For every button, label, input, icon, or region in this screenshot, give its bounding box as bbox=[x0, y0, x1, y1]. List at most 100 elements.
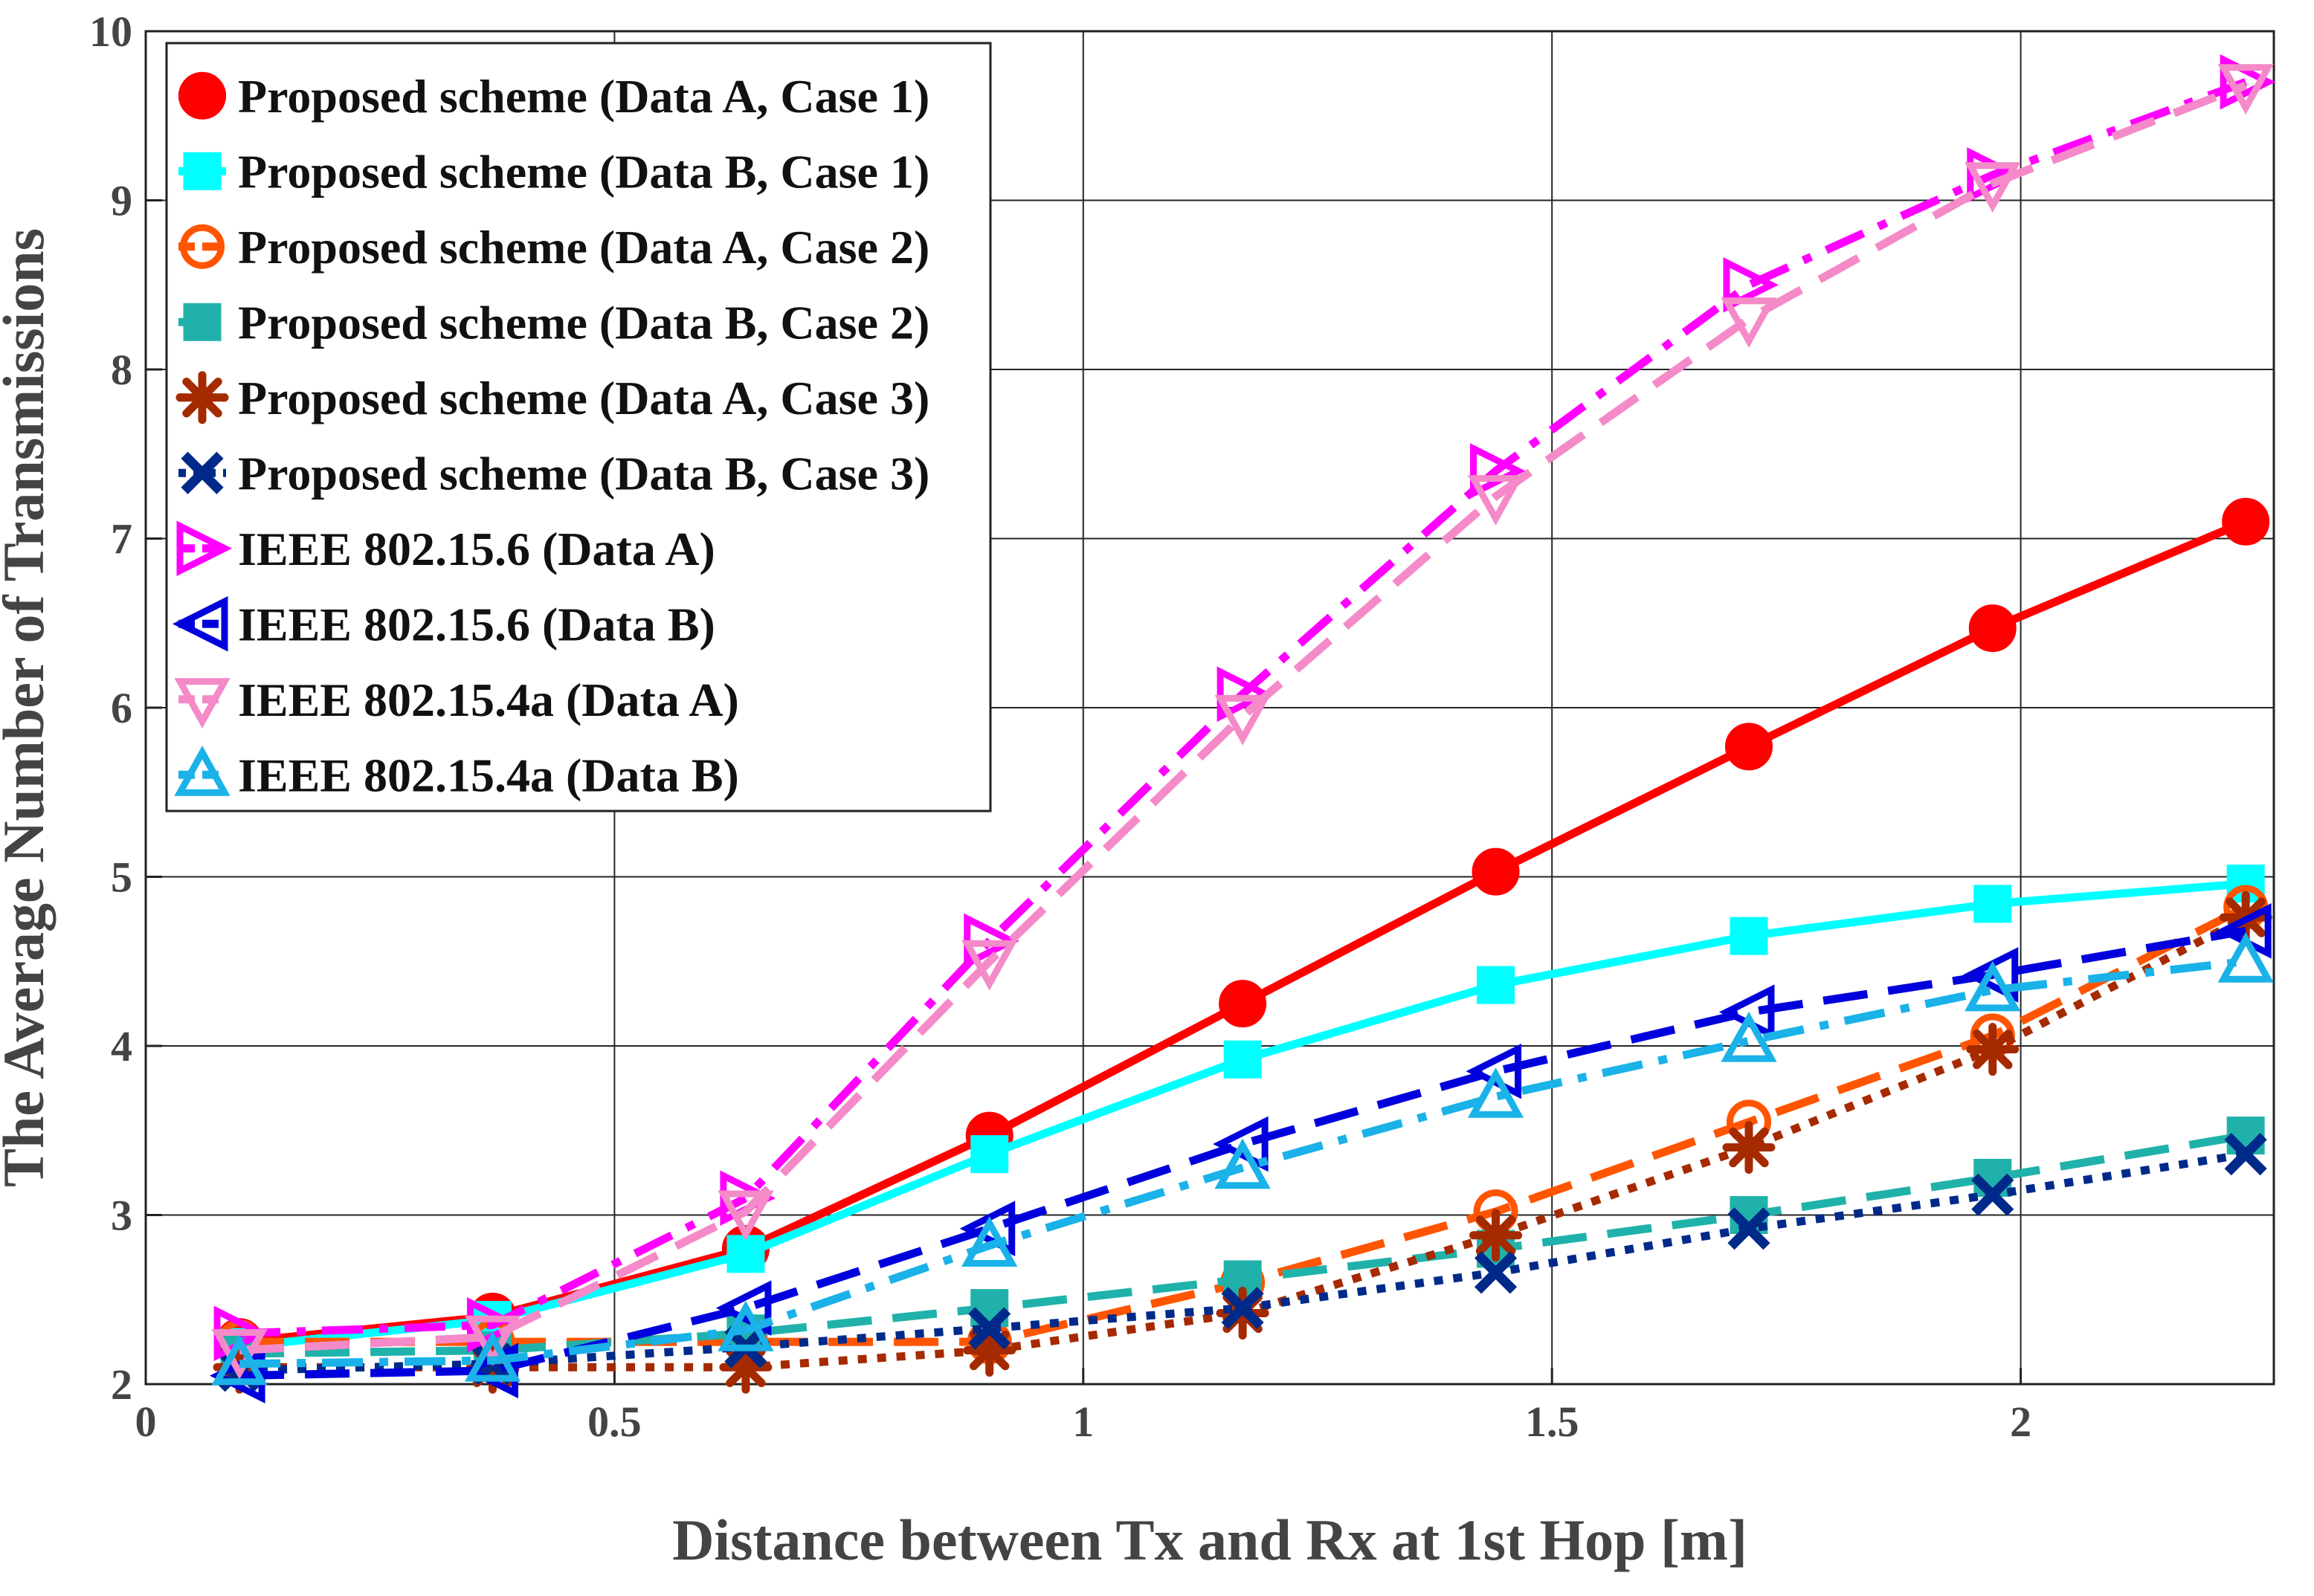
data-point bbox=[1214, 694, 1271, 746]
legend-entry: IEEE 802.15.4a (Data A) bbox=[174, 673, 739, 729]
data-point bbox=[718, 1190, 774, 1241]
data-point bbox=[1966, 1023, 2020, 1076]
y-tick-label: 7 bbox=[111, 515, 132, 563]
data-point bbox=[2217, 64, 2274, 115]
y-tick-label: 8 bbox=[111, 346, 132, 394]
series-9 bbox=[211, 64, 2274, 1380]
legend-marker bbox=[183, 303, 222, 341]
x-tick-label: 0.5 bbox=[587, 1398, 642, 1446]
legend-entry: Proposed scheme (Data A, Case 3) bbox=[175, 371, 929, 424]
legend-marker bbox=[180, 224, 225, 269]
data-point bbox=[1219, 980, 1267, 1028]
data-point bbox=[1723, 256, 1779, 313]
y-tick-label: 10 bbox=[89, 7, 132, 56]
data-point bbox=[211, 1329, 268, 1380]
legend-label: Proposed scheme (Data B, Case 3) bbox=[238, 447, 929, 500]
y-axis-title: The Average Number of Transmissions bbox=[0, 228, 56, 1187]
data-point bbox=[2224, 1133, 2267, 1176]
data-point bbox=[1213, 1116, 1269, 1172]
data-point bbox=[1467, 475, 1524, 526]
data-point bbox=[1727, 1207, 1770, 1250]
data-point bbox=[1965, 960, 2021, 1012]
legend-entry: IEEE 802.15.4a (Data B) bbox=[174, 745, 739, 801]
y-tick-label: 3 bbox=[111, 1192, 132, 1240]
data-point bbox=[464, 1315, 521, 1366]
legend-marker bbox=[174, 678, 231, 729]
data-point bbox=[2222, 497, 2270, 546]
data-point bbox=[1721, 297, 1777, 349]
y-tick-label: 6 bbox=[111, 684, 132, 732]
legend-label: IEEE 802.15.4a (Data A) bbox=[238, 673, 739, 726]
y-tick-label: 9 bbox=[111, 177, 132, 225]
data-point bbox=[1469, 1209, 1523, 1262]
legend-entry: Proposed scheme (Data B, Case 2) bbox=[178, 296, 929, 349]
data-point bbox=[1973, 885, 2012, 923]
series-line bbox=[239, 957, 2246, 1369]
data-point bbox=[211, 1334, 268, 1386]
data-point bbox=[1467, 1067, 1524, 1118]
legend-label: Proposed scheme (Data A, Case 1) bbox=[238, 70, 929, 123]
x-tick-label: 0 bbox=[135, 1398, 157, 1446]
series-line bbox=[239, 78, 2248, 1338]
data-point bbox=[1466, 1043, 1522, 1099]
x-axis-title: Distance between Tx and Rx at 1st Hop [m… bbox=[672, 1508, 1747, 1572]
legend-label: IEEE 802.15.4a (Data B) bbox=[238, 749, 739, 801]
x-tick-label: 1 bbox=[1072, 1398, 1094, 1446]
y-tick-label: 4 bbox=[111, 1022, 132, 1070]
data-point bbox=[1722, 1121, 1776, 1174]
data-point bbox=[715, 1280, 772, 1336]
data-point bbox=[970, 1135, 1009, 1174]
x-tick-label: 1.5 bbox=[1525, 1398, 1579, 1446]
legend-marker bbox=[175, 371, 229, 424]
legend-marker bbox=[181, 451, 224, 494]
data-point bbox=[1971, 1173, 2014, 1216]
legend-marker bbox=[183, 152, 222, 190]
data-point bbox=[1724, 723, 1773, 771]
legend-entry: Proposed scheme (Data B, Case 1) bbox=[178, 145, 929, 198]
legend-marker bbox=[176, 520, 233, 577]
data-point bbox=[1965, 162, 2021, 213]
data-point bbox=[961, 940, 1018, 991]
y-tick-label: 5 bbox=[111, 853, 132, 902]
data-point bbox=[1968, 604, 2017, 653]
legend-box bbox=[165, 42, 992, 812]
legend-label: IEEE 802.15.6 (Data A) bbox=[238, 523, 715, 575]
legend-entry: IEEE 802.15.6 (Data B) bbox=[172, 595, 715, 652]
data-point bbox=[961, 1216, 1018, 1267]
legend-entry: Proposed scheme (Data B, Case 3) bbox=[178, 447, 929, 500]
data-point bbox=[1474, 1251, 1518, 1294]
data-point bbox=[1472, 847, 1520, 896]
legend-marker bbox=[174, 745, 231, 796]
data-point bbox=[1223, 1040, 1262, 1079]
legend-label: Proposed scheme (Data B, Case 1) bbox=[238, 145, 929, 198]
legend: Proposed scheme (Data A, Case 1) Proposed… bbox=[165, 42, 992, 812]
legend-marker bbox=[178, 71, 226, 120]
data-point bbox=[1477, 966, 1515, 1004]
data-point bbox=[464, 1331, 521, 1382]
axis-ticks: 0 0.5 1 1.5 2 2 3 4 5 6 7 8 9 10 bbox=[89, 7, 2031, 1446]
legend-label: Proposed scheme (Data A, Case 2) bbox=[238, 221, 929, 274]
legend-label: Proposed scheme (Data B, Case 2) bbox=[238, 296, 929, 349]
series-10 bbox=[211, 931, 2274, 1386]
legend-entry: Proposed scheme (Data A, Case 2) bbox=[178, 221, 929, 274]
data-point bbox=[1470, 443, 1526, 499]
data-point bbox=[726, 1235, 765, 1273]
data-point bbox=[1214, 1138, 1271, 1189]
data-point bbox=[1721, 1011, 1777, 1062]
data-point bbox=[1216, 666, 1273, 723]
legend-entry: IEEE 802.15.6 (Data A) bbox=[176, 520, 715, 577]
legend-entry: Proposed scheme (Data A, Case 1) bbox=[178, 70, 929, 123]
data-point bbox=[968, 1307, 1011, 1350]
series-group bbox=[210, 54, 2276, 1403]
legend-marker bbox=[172, 595, 228, 652]
data-point bbox=[1730, 917, 1768, 955]
y-tick-label: 2 bbox=[111, 1360, 132, 1409]
data-point bbox=[1221, 1287, 1264, 1330]
data-point bbox=[718, 1300, 774, 1351]
data-point bbox=[2217, 931, 2274, 983]
series-line bbox=[239, 81, 2248, 1354]
legend-label: IEEE 802.15.6 (Data B) bbox=[238, 598, 715, 650]
legend-label: Proposed scheme (Data A, Case 3) bbox=[238, 372, 929, 424]
